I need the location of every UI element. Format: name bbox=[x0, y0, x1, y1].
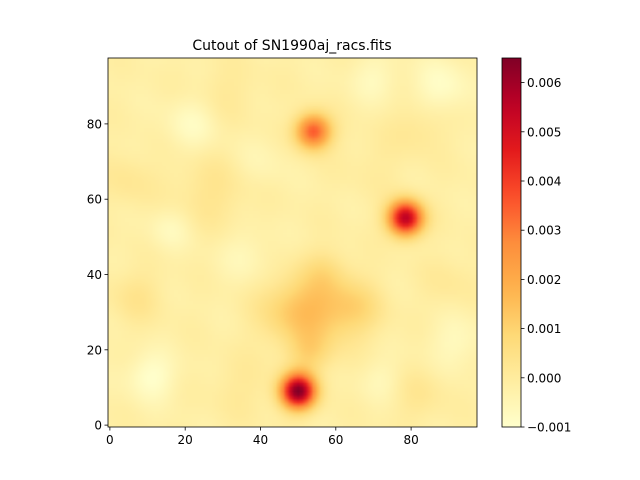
x-tick-label: 60 bbox=[328, 433, 343, 447]
x-axis: 0 20 40 60 80 bbox=[106, 427, 419, 447]
colorbar-tick-label: 0.000 bbox=[527, 371, 561, 385]
y-tick-label: 40 bbox=[87, 268, 102, 282]
x-tick-label: 80 bbox=[403, 433, 418, 447]
y-tick-label: 60 bbox=[87, 193, 102, 207]
plot-area bbox=[107, 57, 478, 428]
plot-frame bbox=[107, 57, 478, 428]
colorbar: −0.001 0.000 0.001 0.002 0.003 0.004 0.005 0.00… bbox=[501, 57, 571, 435]
colorbar-frame bbox=[501, 57, 522, 428]
colorbar-tick-label: 0.006 bbox=[527, 76, 561, 90]
colorbar-tick-label: 0.005 bbox=[527, 125, 561, 139]
colorbar-tick-label: 0.002 bbox=[527, 273, 561, 287]
y-tick-label: 80 bbox=[87, 117, 102, 131]
x-tick-label: 40 bbox=[253, 433, 268, 447]
x-tick-label: 20 bbox=[178, 433, 193, 447]
colorbar-ticks: −0.001 0.000 0.001 0.002 0.003 0.004 0.005 0.00… bbox=[521, 76, 571, 435]
colorbar-tick-label: 0.001 bbox=[527, 322, 561, 336]
colorbar-gradient bbox=[502, 58, 521, 427]
y-tick-label: 0 bbox=[94, 419, 102, 433]
chart-title: Cutout of SN1990aj_racs.fits bbox=[192, 38, 391, 54]
colorbar-tick-label: −0.001 bbox=[527, 421, 571, 435]
y-axis: 0 20 40 60 80 bbox=[87, 117, 108, 433]
x-tick-label: 0 bbox=[106, 433, 114, 447]
heatmap-image bbox=[108, 58, 477, 427]
colorbar-tick-label: 0.004 bbox=[527, 175, 561, 189]
colorbar-tick-label: 0.003 bbox=[527, 224, 561, 238]
y-tick-label: 20 bbox=[87, 343, 102, 357]
